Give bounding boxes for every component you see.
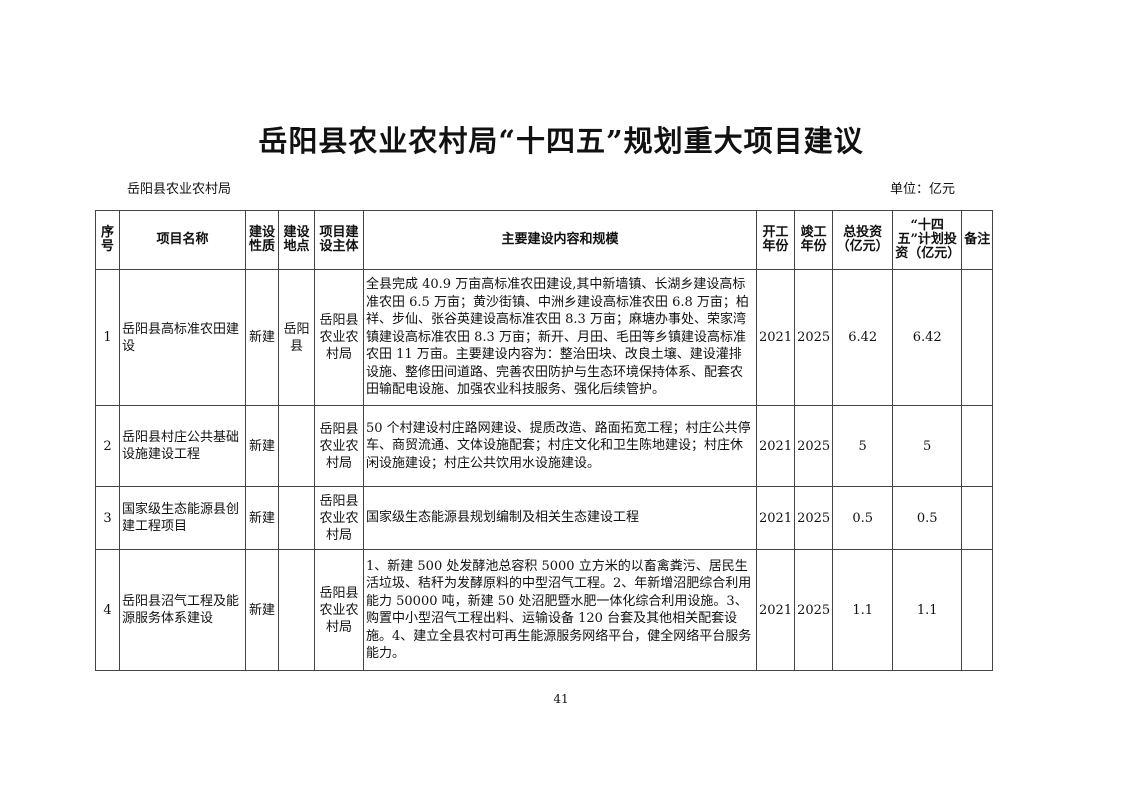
cell-end: 2025 <box>794 269 834 406</box>
cell-location <box>278 486 315 550</box>
cell-no: 4 <box>95 549 120 671</box>
table-row: 1 岳阳县高标准农田建设 新建 岳阳县 岳阳县农业农村局 全县完成 40.9 万亩高标准农… <box>95 269 994 406</box>
cell-location <box>278 549 315 671</box>
cell-content: 国家级生态能源县规划编制及相关生态建设工程 <box>363 486 757 550</box>
cell-note <box>961 549 994 671</box>
cell-owner: 岳阳县农业农村局 <box>314 549 364 671</box>
cell-start: 2021 <box>755 486 796 550</box>
cell-total: 1.1 <box>832 549 894 671</box>
cell-total: 0.5 <box>832 486 894 550</box>
table-row: 3 国家级生态能源县创建工程项目 新建 岳阳县农业农村局 国家级生态能源县规划编制及相关… <box>95 486 994 550</box>
cell-nature: 新建 <box>245 269 279 406</box>
cell-total: 5 <box>832 405 894 487</box>
cell-name: 岳阳县高标准农田建设 <box>119 269 246 406</box>
table-header: 序号 项目名称 建设性质 建设地点 项目建设主体 主要建设内容和规模 开工年份 … <box>95 210 994 270</box>
cell-note <box>961 405 994 487</box>
cell-content: 1、新建 500 处发酵池总容积 5000 立方米的以畜禽粪污、居民生活垃圾、秸… <box>363 549 757 671</box>
cell-plan: 1.1 <box>892 549 963 671</box>
cell-name: 岳阳县村庄公共基础设施建设工程 <box>119 405 246 487</box>
cell-note <box>961 486 994 550</box>
cell-owner: 岳阳县农业农村局 <box>314 486 364 550</box>
cell-name: 国家级生态能源县创建工程项目 <box>119 486 246 550</box>
cell-no: 1 <box>95 269 120 406</box>
cell-start: 2021 <box>755 405 796 487</box>
col-header: 备注 <box>961 210 994 270</box>
cell-content: 全县完成 40.9 万亩高标准农田建设,其中新墙镇、长湖乡建设高标准农田 6.5… <box>363 269 757 406</box>
cell-note <box>961 269 994 406</box>
cell-plan: 5 <box>892 405 963 487</box>
cell-location <box>278 405 315 487</box>
project-table: 序号 项目名称 建设性质 建设地点 项目建设主体 主要建设内容和规模 开工年份 … <box>95 210 994 671</box>
cell-owner: 岳阳县农业农村局 <box>314 269 364 406</box>
cell-nature: 新建 <box>245 405 279 487</box>
cell-no: 3 <box>95 486 120 550</box>
cell-start: 2021 <box>755 549 796 671</box>
cell-end: 2025 <box>794 405 834 487</box>
cell-nature: 新建 <box>245 549 279 671</box>
cell-owner: 岳阳县农业农村局 <box>314 405 364 487</box>
page-number: 41 <box>553 692 569 706</box>
col-header: “十四五”计划投资（亿元） <box>892 210 963 270</box>
cell-total: 6.42 <box>832 269 894 406</box>
cell-name: 岳阳县沼气工程及能源服务体系建设 <box>119 549 246 671</box>
cell-plan: 6.42 <box>892 269 963 406</box>
organization-label: 岳阳县农业农村局 <box>127 182 232 197</box>
cell-content: 50 个村建设村庄路网建设、提质改造、路面拓宽工程；村庄公共停车、商贸流通、文体… <box>363 405 757 487</box>
col-header: 竣工年份 <box>794 210 834 270</box>
col-header: 建设性质 <box>245 210 279 270</box>
col-header: 项目名称 <box>119 210 246 270</box>
cell-location: 岳阳县 <box>278 269 315 406</box>
table-row: 2 岳阳县村庄公共基础设施建设工程 新建 岳阳县农业农村局 50 个村建设村庄路网建设、… <box>95 405 994 487</box>
table-row: 4 岳阳县沼气工程及能源服务体系建设 新建 岳阳县农业农村局 1、新建 500 处发酵池… <box>95 549 994 671</box>
unit-label: 单位：亿元 <box>890 182 956 197</box>
page-title: 岳阳县农业农村局“十四五”规划重大项目建议 <box>258 124 864 158</box>
col-header: 开工年份 <box>755 210 796 270</box>
col-header: 项目建设主体 <box>314 210 364 270</box>
cell-end: 2025 <box>794 549 834 671</box>
cell-end: 2025 <box>794 486 834 550</box>
cell-nature: 新建 <box>245 486 279 550</box>
col-header: 序号 <box>95 210 120 270</box>
cell-start: 2021 <box>755 269 796 406</box>
col-header: 总投资（亿元） <box>832 210 894 270</box>
col-header: 建设地点 <box>278 210 315 270</box>
cell-plan: 0.5 <box>892 486 963 550</box>
col-header: 主要建设内容和规模 <box>363 210 757 270</box>
cell-no: 2 <box>95 405 120 487</box>
